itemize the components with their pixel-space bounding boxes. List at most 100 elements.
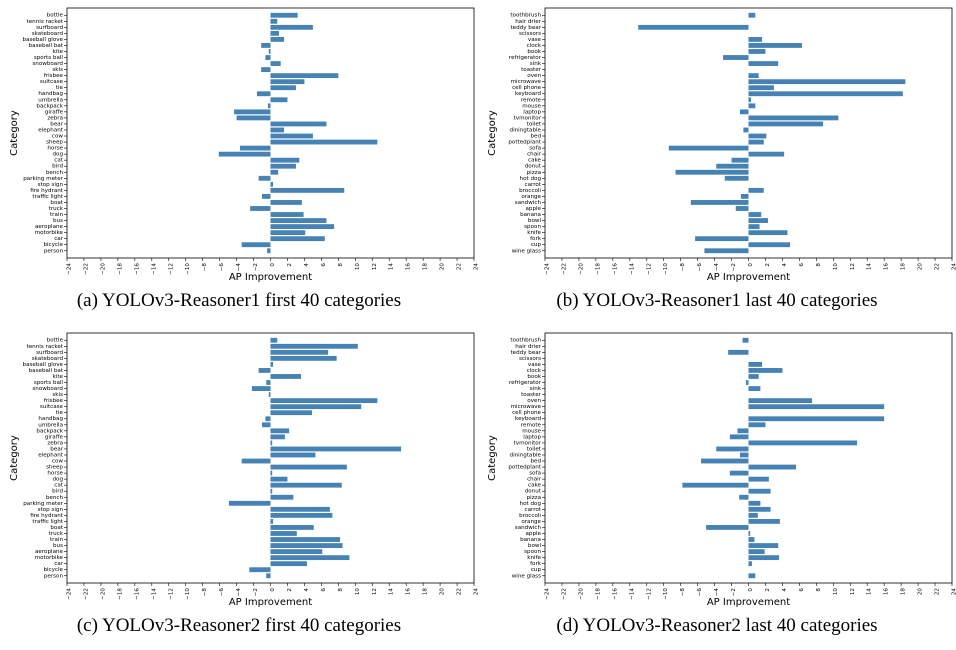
y-tick-label: skis xyxy=(52,67,63,73)
y-tick-label: donut xyxy=(525,164,542,170)
y-tick-label: bear xyxy=(50,121,63,127)
bar-fire-hydrant xyxy=(270,187,345,193)
bar-umbrella xyxy=(270,97,288,103)
bar-clock xyxy=(748,43,802,48)
bar-sports-ball xyxy=(266,380,271,385)
bar-parking-meter xyxy=(258,175,271,181)
bar-baseball-glove xyxy=(270,361,274,367)
y-tick-label: baseball bat xyxy=(29,368,64,374)
bar-backpack xyxy=(267,103,271,109)
y-tick-label: aeroplane xyxy=(35,549,64,555)
y-tick-label: bench xyxy=(46,170,64,176)
x-tick-label: −24 xyxy=(545,588,551,600)
y-tick-label: backpack xyxy=(36,428,63,434)
x-tick-label: −10 xyxy=(185,263,191,275)
bar-broccoli xyxy=(748,512,758,518)
y-tick-label: bench xyxy=(46,495,64,501)
x-tick-label: −22 xyxy=(83,263,89,275)
x-tick-label: 10 xyxy=(833,588,839,596)
x-tick-label: −2 xyxy=(731,588,737,596)
bar-remote xyxy=(748,422,766,428)
x-tick-label: −12 xyxy=(646,263,652,275)
y-tick-label: laptop xyxy=(523,109,541,115)
y-tick-label: bicycle xyxy=(43,567,63,573)
bar-motorbike xyxy=(270,555,350,561)
y-tick-label: bed xyxy=(530,134,541,140)
bar-spoon xyxy=(748,224,760,230)
bar-car xyxy=(270,561,307,567)
x-tick-label: −20 xyxy=(578,263,584,275)
y-tick-label: traffic light xyxy=(32,194,63,200)
bar-stop-sign xyxy=(270,181,274,187)
x-tick-label: 22 xyxy=(935,263,941,270)
x-tick-label: −4 xyxy=(236,263,242,272)
x-tick-label: 20 xyxy=(918,263,924,271)
caption-c: (c) YOLOv3-Reasoner2 first 40 categories xyxy=(76,615,402,636)
x-tick-label: 0 xyxy=(270,588,276,592)
x-tick-label: 22 xyxy=(457,263,463,270)
y-tick-label: scissors xyxy=(519,31,541,37)
y-tick-label: dog xyxy=(52,152,63,158)
x-tick-label: 16 xyxy=(406,263,412,271)
bar-microwave xyxy=(748,79,906,85)
y-tick-label: giraffe xyxy=(45,434,64,440)
y-tick-label: frisbee xyxy=(44,73,64,79)
y-tick-label: wine glass xyxy=(512,248,541,254)
y-tick-label: spoon xyxy=(524,224,541,230)
bar-baseball-bat xyxy=(261,43,271,48)
bar-sheep xyxy=(270,139,378,145)
x-tick-label: −14 xyxy=(151,263,157,275)
y-tick-label: sports ball xyxy=(34,380,64,386)
x-tick-label: 24 xyxy=(474,263,479,271)
x-tick-label: 0 xyxy=(270,263,276,267)
x-tick-label: −6 xyxy=(219,263,225,272)
y-tick-label: handbag xyxy=(38,416,63,422)
x-tick-label: −16 xyxy=(612,263,618,275)
bar-knife xyxy=(748,230,788,236)
y-tick-label: apple xyxy=(525,531,541,537)
x-tick-label: 8 xyxy=(338,263,344,267)
y-tick-label: zebra xyxy=(47,115,63,121)
x-tick-label: −16 xyxy=(612,588,618,600)
y-tick-label: parking meter xyxy=(23,176,63,182)
y-tick-label: umbrella xyxy=(38,422,63,428)
x-tick-label: −18 xyxy=(595,588,601,600)
bar-book xyxy=(748,374,759,379)
y-tick-label: handbag xyxy=(38,91,63,97)
y-tick-label: frisbee xyxy=(44,398,64,404)
bar-hot-dog xyxy=(748,500,761,506)
y-tick-label: motorbike xyxy=(35,555,64,561)
bar-elephant xyxy=(270,127,285,133)
y-tick-label: stop sign xyxy=(38,507,64,513)
bar-bench xyxy=(270,169,279,175)
y-tick-label: bed xyxy=(530,459,541,465)
x-tick-label: 20 xyxy=(918,588,924,596)
x-tick-label: 12 xyxy=(850,263,856,270)
bar-knife xyxy=(748,555,780,561)
y-tick-label: horse xyxy=(47,471,63,477)
y-tick-label: teddy bear xyxy=(510,350,541,356)
x-tick-label: −10 xyxy=(185,588,191,600)
y-tick-label: broccoli xyxy=(519,513,541,519)
bar-oven xyxy=(748,73,759,79)
panel-d: toothbrush hair drier teddy bear scissors va… xyxy=(478,325,956,650)
y-tick-label: surfboard xyxy=(36,350,63,356)
y-tick-label: backpack xyxy=(36,103,63,109)
y-tick-label: mouse xyxy=(522,428,541,434)
bar-bicycle xyxy=(241,242,271,248)
y-tick-label: sofa xyxy=(529,146,541,152)
bar-sofa xyxy=(729,470,749,476)
bar-toilet xyxy=(748,121,824,127)
x-tick-label: 6 xyxy=(321,588,327,592)
x-tick-label: −8 xyxy=(680,263,686,272)
panel-a: bottle tennis racket surfboard skateboard ba… xyxy=(0,0,478,325)
bar-suitcase xyxy=(270,404,362,410)
bar-orange xyxy=(748,518,780,524)
x-tick-label: 8 xyxy=(816,588,822,592)
y-tick-label: hair drier xyxy=(515,19,541,25)
y-tick-label: tie xyxy=(56,410,64,416)
bar-vase xyxy=(748,36,763,42)
bar-boat xyxy=(270,200,302,205)
